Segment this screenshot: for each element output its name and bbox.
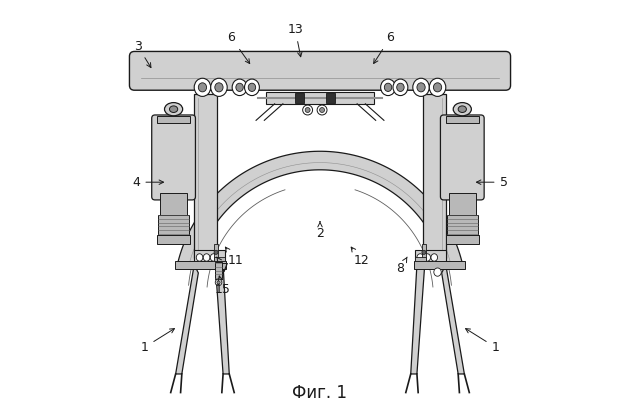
Ellipse shape bbox=[214, 250, 218, 255]
Ellipse shape bbox=[248, 83, 255, 92]
Bar bbox=[157, 116, 190, 123]
FancyBboxPatch shape bbox=[152, 115, 195, 200]
Bar bbox=[214, 257, 225, 260]
Ellipse shape bbox=[217, 281, 220, 284]
Text: 13: 13 bbox=[287, 23, 303, 57]
Bar bbox=[158, 215, 189, 236]
Bar bbox=[449, 193, 476, 217]
Text: 3: 3 bbox=[134, 40, 151, 68]
Bar bbox=[446, 116, 479, 123]
Ellipse shape bbox=[303, 105, 312, 115]
Ellipse shape bbox=[385, 83, 392, 92]
Ellipse shape bbox=[215, 83, 223, 92]
FancyBboxPatch shape bbox=[440, 115, 484, 200]
Bar bbox=[157, 235, 190, 244]
Bar bbox=[423, 94, 446, 258]
Bar bbox=[160, 193, 187, 217]
Bar bbox=[447, 215, 477, 236]
Ellipse shape bbox=[244, 79, 259, 96]
Ellipse shape bbox=[424, 254, 431, 261]
Ellipse shape bbox=[417, 254, 424, 261]
FancyBboxPatch shape bbox=[129, 51, 511, 90]
Ellipse shape bbox=[236, 83, 243, 92]
Ellipse shape bbox=[194, 78, 211, 97]
Text: 1: 1 bbox=[465, 329, 499, 354]
Ellipse shape bbox=[215, 279, 222, 286]
Polygon shape bbox=[177, 151, 463, 270]
Text: 8: 8 bbox=[396, 257, 407, 275]
Ellipse shape bbox=[417, 83, 425, 92]
Ellipse shape bbox=[381, 79, 396, 96]
Ellipse shape bbox=[170, 106, 178, 112]
Polygon shape bbox=[209, 258, 229, 374]
Bar bbox=[415, 257, 426, 260]
Polygon shape bbox=[411, 258, 431, 374]
Text: 6: 6 bbox=[374, 31, 394, 64]
Text: 5: 5 bbox=[476, 176, 508, 189]
Bar bbox=[295, 93, 305, 103]
Ellipse shape bbox=[434, 268, 441, 276]
Polygon shape bbox=[442, 265, 465, 374]
Ellipse shape bbox=[319, 107, 324, 112]
Bar bbox=[175, 261, 227, 269]
Ellipse shape bbox=[453, 102, 472, 116]
Bar bbox=[413, 261, 465, 269]
Bar bbox=[266, 92, 374, 104]
Bar bbox=[446, 235, 479, 244]
Ellipse shape bbox=[422, 250, 426, 255]
Text: 7: 7 bbox=[217, 257, 229, 275]
Ellipse shape bbox=[232, 79, 247, 96]
Ellipse shape bbox=[211, 78, 227, 97]
Text: Фиг. 1: Фиг. 1 bbox=[292, 384, 348, 402]
Text: 4: 4 bbox=[132, 176, 164, 189]
Bar bbox=[422, 244, 426, 260]
Text: 1: 1 bbox=[141, 329, 175, 354]
Polygon shape bbox=[175, 265, 198, 374]
Ellipse shape bbox=[204, 254, 210, 261]
Bar bbox=[215, 262, 222, 279]
Ellipse shape bbox=[393, 79, 408, 96]
Text: 15: 15 bbox=[215, 276, 231, 296]
Ellipse shape bbox=[196, 254, 203, 261]
Ellipse shape bbox=[305, 107, 310, 112]
Ellipse shape bbox=[431, 254, 438, 261]
Ellipse shape bbox=[413, 78, 429, 97]
Ellipse shape bbox=[433, 83, 442, 92]
Bar bbox=[415, 250, 446, 265]
Text: 6: 6 bbox=[227, 31, 250, 64]
Ellipse shape bbox=[429, 78, 446, 97]
Ellipse shape bbox=[397, 83, 404, 92]
Bar bbox=[194, 250, 225, 265]
Ellipse shape bbox=[164, 102, 182, 116]
Ellipse shape bbox=[211, 254, 217, 261]
Text: 12: 12 bbox=[351, 247, 369, 267]
Text: 11: 11 bbox=[225, 247, 243, 267]
Ellipse shape bbox=[458, 106, 467, 112]
Bar bbox=[326, 93, 335, 103]
Ellipse shape bbox=[317, 105, 327, 115]
Bar bbox=[194, 94, 217, 258]
Bar bbox=[214, 244, 218, 260]
Text: 2: 2 bbox=[316, 222, 324, 240]
Ellipse shape bbox=[198, 83, 207, 92]
